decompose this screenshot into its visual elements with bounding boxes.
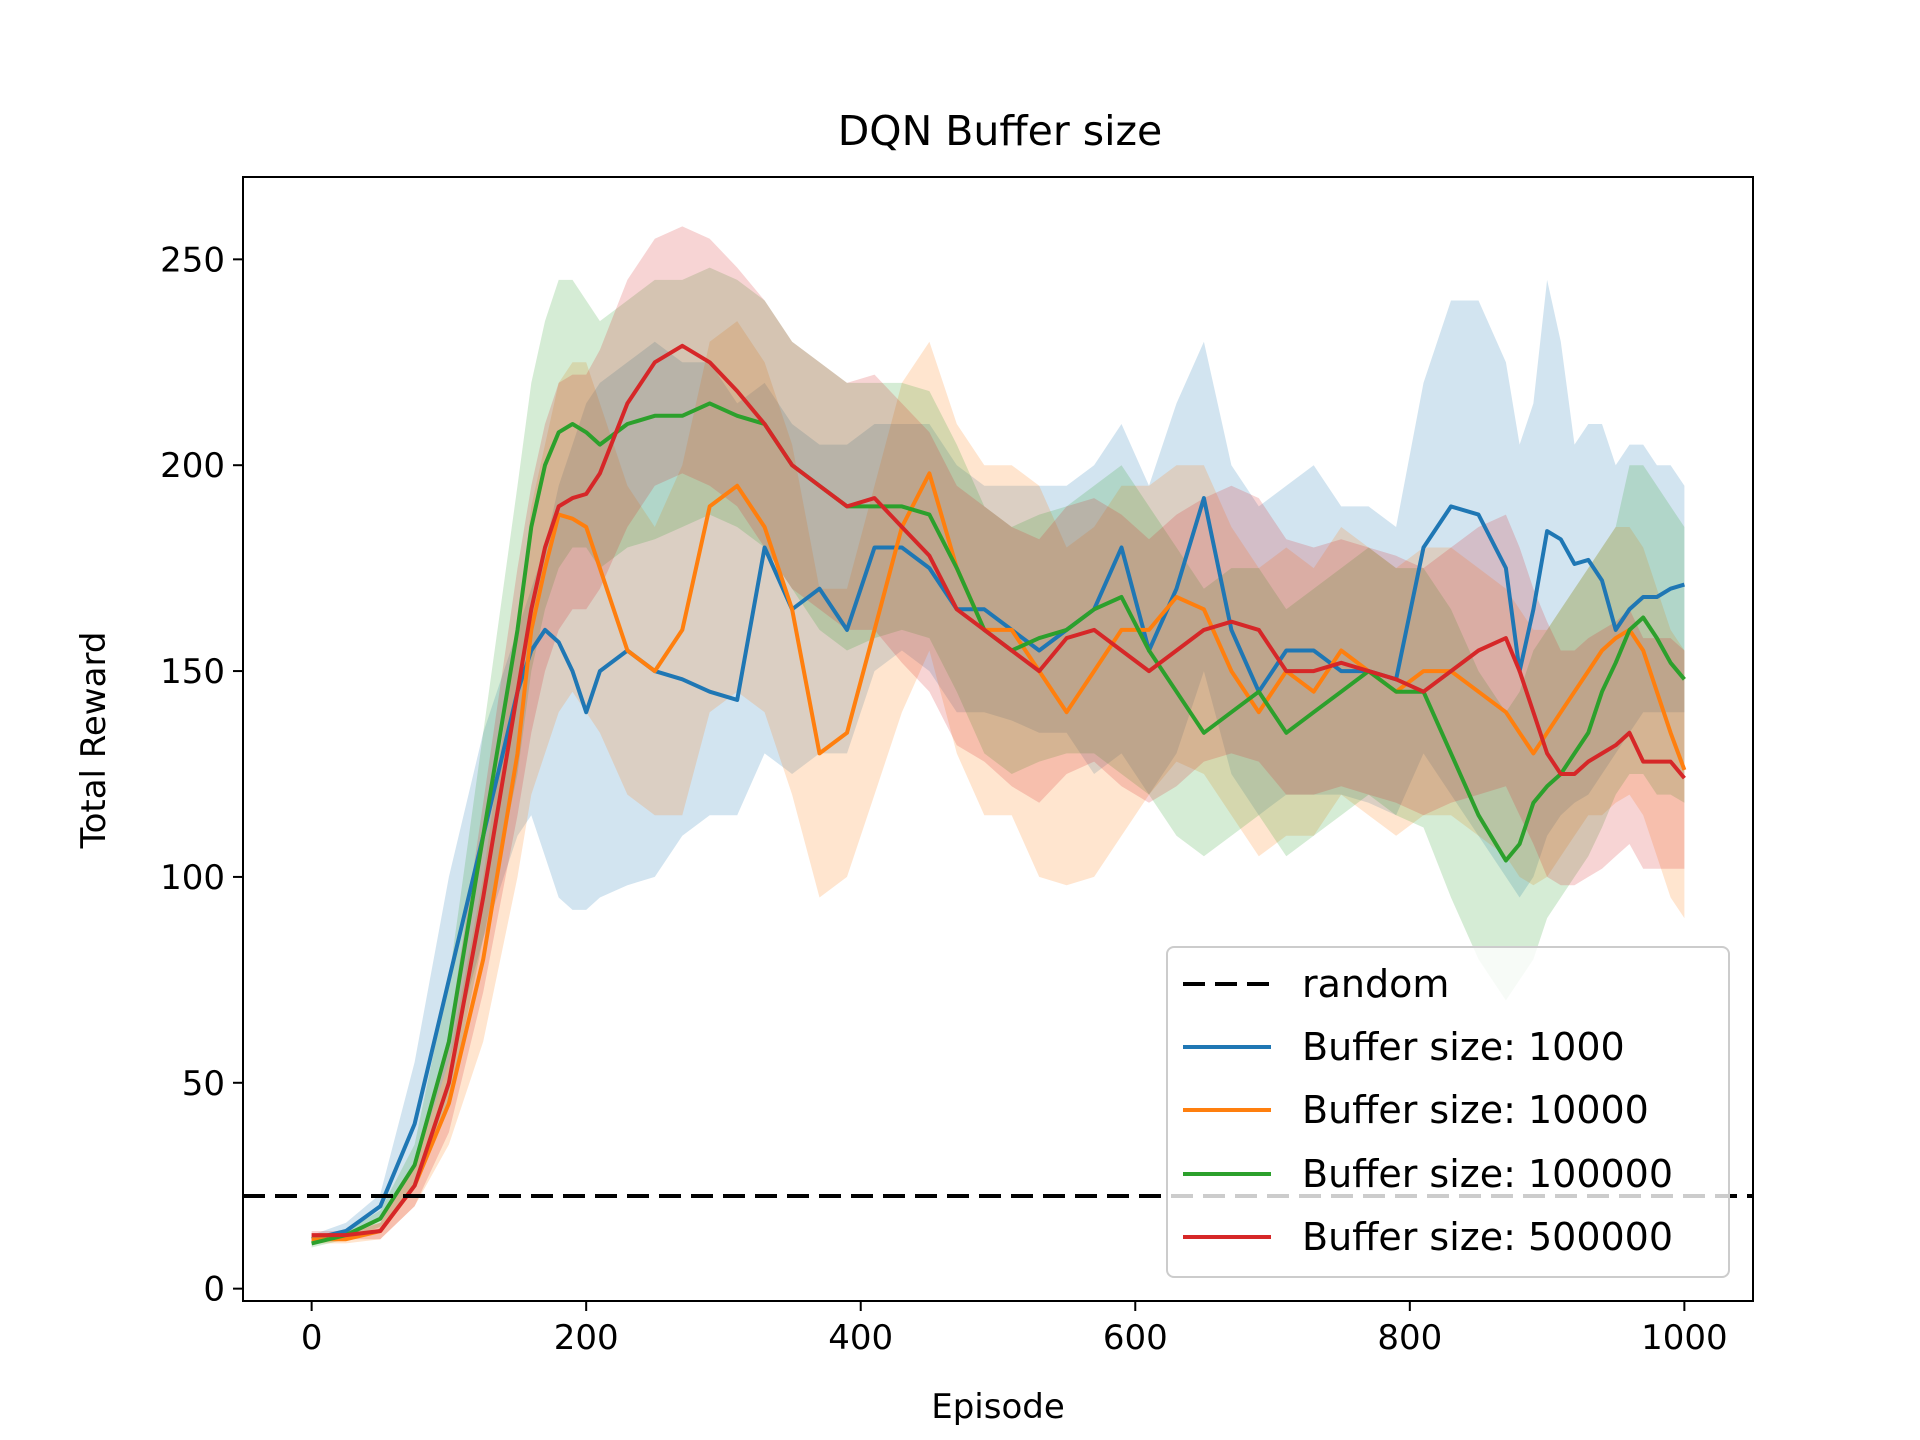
chart-title: DQN Buffer size bbox=[838, 107, 1163, 155]
y-tick-label: 150 bbox=[160, 652, 225, 692]
y-tick-label: 0 bbox=[203, 1270, 225, 1310]
x-tick-label: 200 bbox=[554, 1318, 619, 1358]
confidence-bands bbox=[311, 226, 1685, 1248]
legend-label-buffer-100000: Buffer size: 100000 bbox=[1302, 1152, 1673, 1196]
y-axis-label: Total Reward bbox=[74, 632, 114, 850]
plot-frame bbox=[242, 176, 1754, 1302]
legend-box bbox=[1166, 946, 1730, 1278]
legend-label-buffer-500000: Buffer size: 500000 bbox=[1302, 1215, 1673, 1259]
y-tick-label: 50 bbox=[182, 1064, 225, 1104]
x-tick-label: 0 bbox=[301, 1318, 323, 1358]
x-tick-label: 600 bbox=[1103, 1318, 1168, 1358]
legend-label-buffer-10000: Buffer size: 10000 bbox=[1302, 1088, 1649, 1132]
y-tick-label: 100 bbox=[160, 858, 225, 898]
legend-label-buffer-1000: Buffer size: 1000 bbox=[1302, 1025, 1625, 1069]
series-0-band bbox=[311, 279, 1685, 1240]
x-tick-label: 800 bbox=[1377, 1318, 1442, 1358]
y-axis-ticks: 0 50 100 150 200 250 bbox=[160, 240, 243, 1310]
y-tick-label: 200 bbox=[160, 446, 225, 486]
series-1-line bbox=[311, 471, 1687, 1242]
x-axis-ticks: 0 200 400 600 800 1000 bbox=[301, 1301, 1728, 1358]
series-3-band bbox=[311, 226, 1685, 1240]
x-axis-label: Episode bbox=[931, 1387, 1065, 1427]
series-2-line bbox=[311, 401, 1686, 1246]
x-tick-label: 400 bbox=[828, 1318, 893, 1358]
legend: random Buffer size: 1000 Buffer size: 10… bbox=[1166, 946, 1730, 1278]
x-tick-label: 1000 bbox=[1641, 1318, 1728, 1358]
plot-area bbox=[242, 176, 1754, 1302]
series-3-line bbox=[311, 343, 1686, 1238]
legend-label-random: random bbox=[1302, 962, 1449, 1006]
series-1-band bbox=[311, 321, 1685, 1244]
y-tick-label: 250 bbox=[160, 240, 225, 280]
series-2-band bbox=[311, 267, 1685, 1248]
series-lines bbox=[311, 343, 1687, 1246]
